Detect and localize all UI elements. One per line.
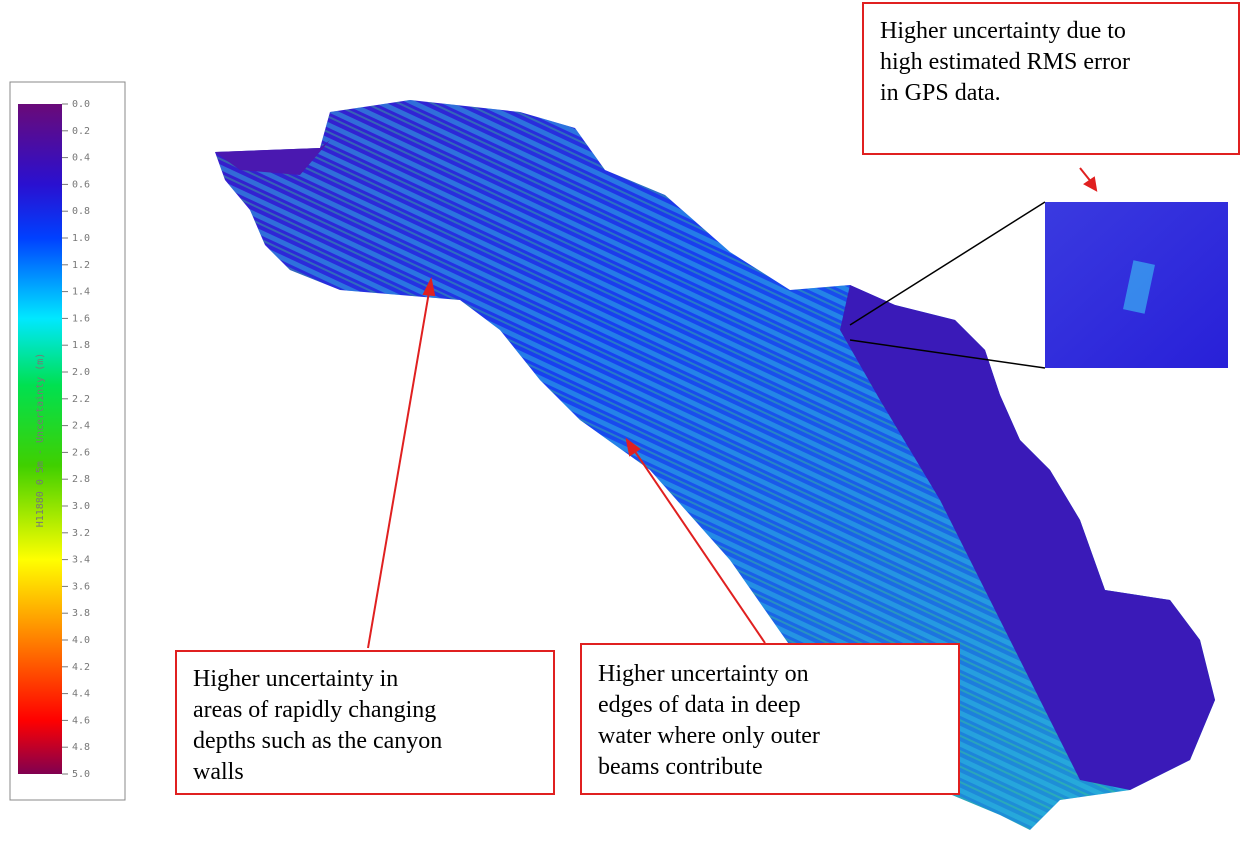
annotation-line: water where only outer xyxy=(598,721,942,752)
annotation-line: beams contribute xyxy=(598,752,942,783)
tick-label: 2.6 xyxy=(72,447,90,458)
annotation: Higher uncertainty due to high estimated… xyxy=(862,2,1240,155)
colorbar-label: H11880 0 5m - Uncertainty (m) xyxy=(35,353,46,528)
tick-label: 3.2 xyxy=(72,528,90,539)
tick-label: 1.2 xyxy=(72,260,90,271)
tick-label: 3.0 xyxy=(72,501,90,512)
annotation-line: Higher uncertainty on xyxy=(598,659,942,690)
annotation-line: Higher uncertainty due to xyxy=(880,16,1222,47)
tick-label: 0.8 xyxy=(72,206,90,217)
annotation-line: depths such as the canyon xyxy=(193,726,537,757)
tick-label: 3.4 xyxy=(72,555,90,566)
tick-label: 4.8 xyxy=(72,742,90,753)
annotation: Higher uncertainty in areas of rapidly c… xyxy=(175,650,555,795)
tick-label: 2.2 xyxy=(72,394,90,405)
annotation-line: in GPS data. xyxy=(880,78,1222,109)
figure: 0.0 0.2 0.4 0.6 0.8 1.0 1.2 1.4 1.6 1.8 2.0 2.2 2.4 2… xyxy=(0,0,1243,850)
tick-label: 1.0 xyxy=(72,233,90,244)
tick-label: 0.2 xyxy=(72,126,90,137)
tick-label: 1.4 xyxy=(72,287,90,298)
tick-label: 0.6 xyxy=(72,179,90,190)
annotation: Higher uncertainty on edges of data in d… xyxy=(580,643,960,795)
annotation-line: Higher uncertainty in xyxy=(193,664,537,695)
tick-label: 0.0 xyxy=(72,99,90,110)
annotation-line: walls xyxy=(193,757,537,788)
tick-label: 5.0 xyxy=(72,769,90,780)
annotation-line: areas of rapidly changing xyxy=(193,695,537,726)
tick-label: 2.0 xyxy=(72,367,90,378)
tick-label: 4.2 xyxy=(72,662,90,673)
inset-connector xyxy=(850,202,1045,325)
tick-label: 1.6 xyxy=(72,313,90,324)
tick-label: 4.6 xyxy=(72,715,90,726)
tick-label: 3.8 xyxy=(72,608,90,619)
tick-label: 3.6 xyxy=(72,581,90,592)
tick-label: 1.8 xyxy=(72,340,90,351)
annotation-line: high estimated RMS error xyxy=(880,47,1222,78)
tick-label: 4.4 xyxy=(72,689,90,700)
tick-label: 0.4 xyxy=(72,153,90,164)
tick-label: 2.8 xyxy=(72,474,90,485)
tick-label: 2.4 xyxy=(72,421,90,432)
annotation-line: edges of data in deep xyxy=(598,690,942,721)
tick-label: 4.0 xyxy=(72,635,90,646)
